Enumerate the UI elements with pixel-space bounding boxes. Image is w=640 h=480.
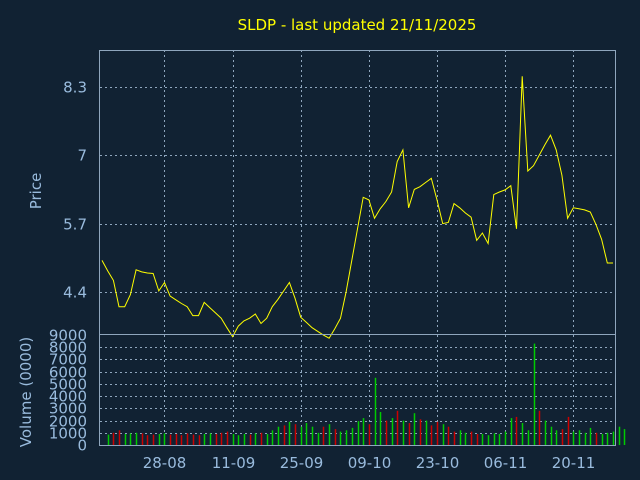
volume-tick-label: 4000 (49, 388, 87, 406)
price-plot-frame (99, 50, 616, 335)
price-tick-label: 4.4 (63, 284, 87, 302)
volume-tick-label: 7000 (49, 351, 87, 369)
price-y-ticks: 4.4 5.7 7 8.3 (63, 79, 87, 302)
volume-plot-frame (99, 334, 616, 446)
volume-tick-label: 5000 (49, 376, 87, 394)
volume-gridlines (100, 335, 615, 445)
volume-tick-label: 6000 (49, 364, 87, 382)
volume-tick-label: 1000 (49, 425, 87, 443)
price-gridlines (100, 50, 615, 334)
price-tick-label: 7 (77, 147, 87, 165)
volume-tick-label: 8000 (49, 339, 87, 357)
volume-tick-label: 3000 (49, 400, 87, 418)
volume-tick-label: 0 (77, 437, 87, 455)
price-tick-label: 5.7 (63, 216, 87, 234)
volume-bars (107, 343, 626, 445)
volume-axis-label: Volume (0000) (17, 337, 35, 447)
chart-title: SLDP - last updated 21/11/2025 (238, 16, 477, 34)
volume-tick-label: 2000 (49, 413, 87, 431)
volume-tick-label: 9000 (49, 327, 87, 345)
date-tick-label: 23-10 (416, 454, 460, 472)
date-tick-label: 09-10 (348, 454, 392, 472)
date-tick-label: 06-11 (484, 454, 528, 472)
date-tick-label: 25-09 (280, 454, 324, 472)
date-x-ticks: 28-08 11-09 25-09 09-10 23-10 06-11 20-11 (143, 454, 596, 472)
date-tick-label: 11-09 (212, 454, 256, 472)
price-axis-label: Price (27, 173, 45, 210)
price-line (101, 76, 613, 339)
price-tick-label: 8.3 (63, 79, 87, 97)
date-tick-label: 20-11 (552, 454, 596, 472)
date-tick-label: 28-08 (143, 454, 187, 472)
